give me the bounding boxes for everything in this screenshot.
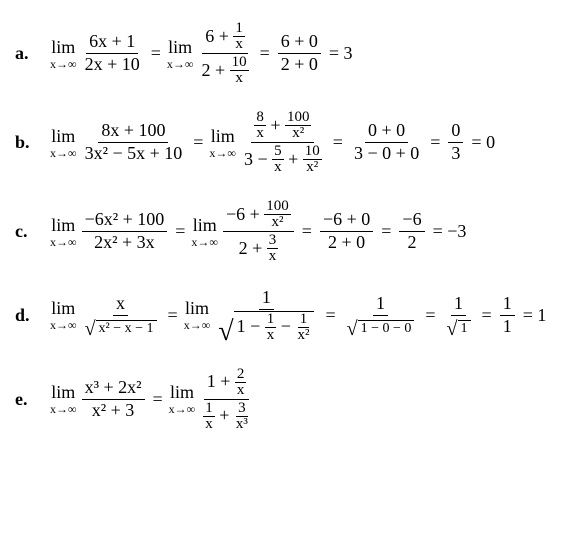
equation-e: e. limx→∞ x³ + 2x²x² + 3 = limx→∞ 1 + 2x… bbox=[15, 366, 558, 433]
label-e: e. bbox=[15, 389, 50, 410]
expr-d: limx→∞ x √x² − x − 1 = limx→∞ 1 √ 1 − 1x… bbox=[50, 287, 552, 344]
expr-b: limx→∞ 8x + 1003x² − 5x + 10 = limx→∞ 8x… bbox=[50, 109, 501, 176]
label-a: a. bbox=[15, 43, 50, 64]
label-c: c. bbox=[15, 221, 50, 242]
equation-d: d. limx→∞ x √x² − x − 1 = limx→∞ 1 √ 1 −… bbox=[15, 287, 558, 344]
equation-b: b. limx→∞ 8x + 1003x² − 5x + 10 = limx→∞… bbox=[15, 109, 558, 176]
label-d: d. bbox=[15, 305, 50, 326]
expr-c: limx→∞ −6x² + 1002x² + 3x = limx→∞ −6 + … bbox=[50, 198, 472, 265]
label-b: b. bbox=[15, 132, 50, 153]
equation-c: c. limx→∞ −6x² + 1002x² + 3x = limx→∞ −6… bbox=[15, 198, 558, 265]
expr-a: limx→∞ 6x + 12x + 10 = limx→∞ 6 + 1x 2 +… bbox=[50, 20, 359, 87]
equation-a: a. limx→∞ 6x + 12x + 10 = limx→∞ 6 + 1x … bbox=[15, 20, 558, 87]
expr-e: limx→∞ x³ + 2x²x² + 3 = limx→∞ 1 + 2x 1x… bbox=[50, 366, 255, 433]
